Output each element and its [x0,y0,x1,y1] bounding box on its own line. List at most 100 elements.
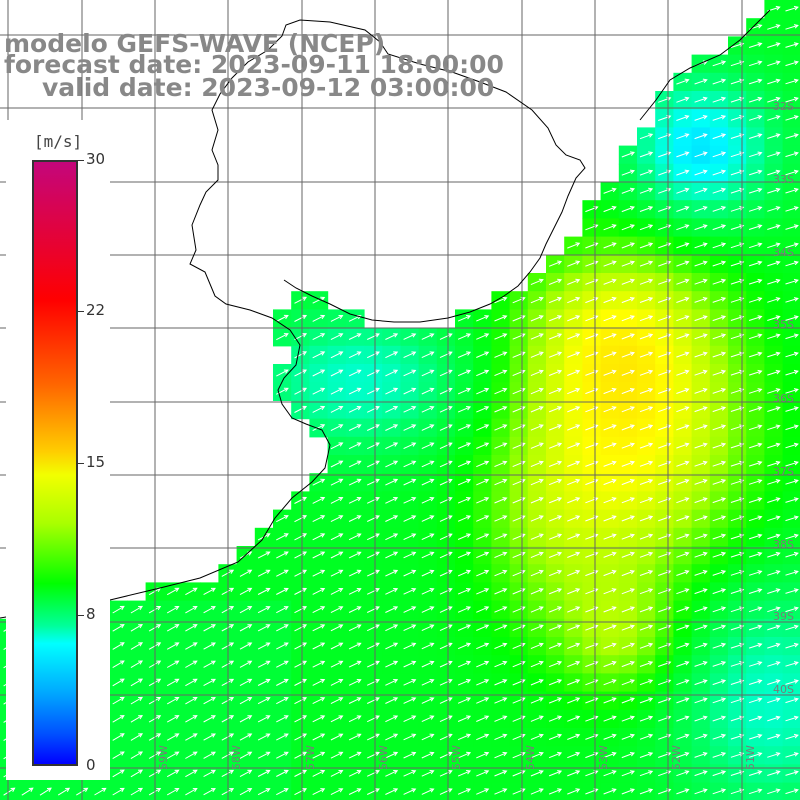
wind-arrow [748,497,763,503]
wind-arrow [694,570,708,576]
wind-arrow [567,588,581,595]
wind-arrow [639,570,654,576]
wind-arrow [603,733,617,740]
wind-arrow [767,78,781,85]
wind-arrow [676,96,690,103]
wind-arrow [748,333,763,340]
wind-arrow [621,242,635,249]
wind-arrow [603,770,617,777]
wind-arrow [330,788,344,796]
wind-arrow [694,479,708,485]
wind-arrow [312,351,326,359]
wind-arrow [439,442,453,450]
wind-arrow [676,206,690,212]
wind-arrow [294,606,308,614]
wind-arrow [330,588,344,595]
wind-arrow [548,697,563,704]
wind-arrow [203,751,216,759]
wind-arrow [530,533,544,540]
wind-arrow [603,242,617,249]
wind-arrow [767,424,781,431]
wind-arrow [257,697,271,705]
wind-arrow [694,115,708,121]
wind-arrow [403,751,417,759]
wind-arrow [785,752,799,758]
wind-arrow [548,715,563,722]
wind-arrow [730,187,745,194]
wind-arrow [385,697,399,704]
wind-arrow [312,296,326,304]
wind-arrow [403,478,417,486]
wind-arrow [494,515,508,522]
wind-arrow [185,660,198,668]
wind-arrow [312,751,326,759]
wind-arrow [294,587,308,595]
wind-arrow [330,515,344,523]
wind-arrow [694,533,708,540]
wind-arrow [785,242,799,249]
wind-arrow [385,624,399,632]
wind-arrow [476,606,490,613]
wind-arrow [312,405,326,413]
wind-arrow [130,733,144,741]
wind-arrow [312,369,326,377]
wind-arrow [239,660,253,668]
wind-arrow [712,661,727,667]
wind-arrow [476,387,490,395]
wind-arrow [257,788,271,796]
wind-arrow [730,551,745,558]
wind-arrow [730,479,745,485]
wind-arrow [366,460,380,468]
wind-arrow [421,733,435,741]
wind-arrow [530,406,544,413]
wind-arrow [403,460,417,468]
wind-arrow [421,770,435,777]
wind-arrow [330,697,344,705]
wind-arrow [494,642,508,650]
wind-arrow [676,570,690,576]
wind-arrow [239,697,253,705]
wind-arrow [694,442,708,449]
wind-arrow [639,642,654,649]
wind-arrow [621,315,635,322]
wind-arrow [639,479,654,485]
wind-arrow [767,697,781,704]
wind-arrow [439,406,453,413]
wind-arrow [603,278,617,285]
wind-arrow [548,333,563,340]
wind-arrow [494,351,508,358]
wind-arrow [385,551,399,559]
wind-arrow [239,606,253,614]
wind-arrow [403,369,417,377]
wind-arrow [312,533,326,541]
wind-arrow [621,733,635,740]
wind-arrow [403,533,417,541]
wind-arrow [494,660,508,668]
wind-arrow [748,551,763,558]
wind-arrow [439,478,453,486]
wind-arrow [730,770,745,776]
wind-arrow [694,133,708,140]
wind-arrow [767,642,781,649]
wind-arrow [676,224,690,231]
wind-arrow [294,515,308,523]
wind-arrow [694,406,708,413]
wind-arrow [366,679,380,686]
wind-arrow [112,715,125,723]
wind-arrow [185,751,198,759]
wind-arrow [494,442,508,449]
wind-arrow [748,297,763,303]
wind-arrow [785,315,799,321]
wind-arrow [767,497,781,503]
wind-arrow [694,770,708,777]
wind-arrow [603,224,617,231]
wind-arrow [457,679,472,686]
wind-arrow [639,606,654,613]
wind-arrow [712,369,727,376]
wind-arrow [439,606,453,613]
wind-arrow [567,406,581,413]
wind-arrow [676,788,690,795]
wind-arrow [676,460,690,467]
wind-arrow [621,570,635,577]
wind-arrow [785,96,799,103]
